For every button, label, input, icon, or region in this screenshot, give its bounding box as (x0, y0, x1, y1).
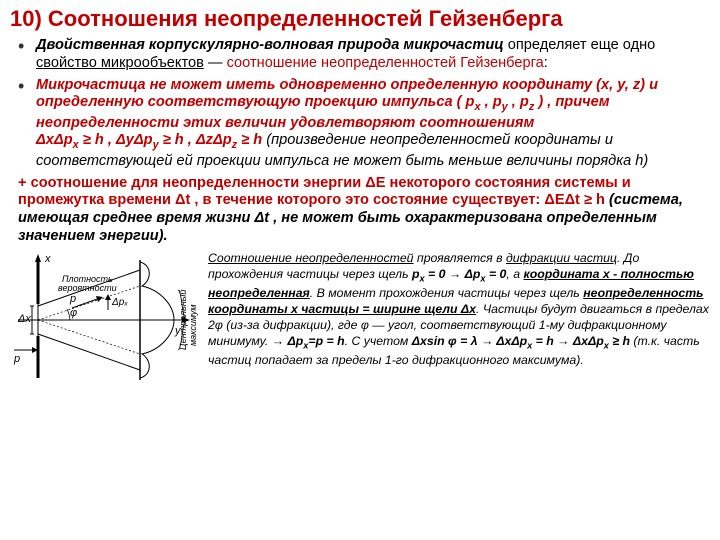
diag-p: p (13, 353, 20, 365)
b1-b: определяет еще одно (504, 37, 656, 53)
diag-x: x (44, 253, 51, 265)
bt-c: дифракции частиц (506, 251, 617, 265)
b2-h: ≥ h (237, 132, 266, 148)
bt-o: . С учетом (345, 334, 412, 348)
bullet-2: Микрочастица не может иметь одновременно… (10, 77, 710, 171)
bt-m: Δp (287, 334, 303, 348)
bt-n: =p = h (308, 334, 344, 348)
b2-e: ΔxΔp (36, 132, 73, 148)
diag-dpx: Δpₓ (111, 297, 128, 308)
b2-f: ≥ h , ΔyΔp (79, 132, 153, 148)
bt-h: , а (506, 267, 523, 281)
bullet-1: Двойственная корпускулярно-волновая прир… (10, 37, 710, 73)
plus-line: + соотношение для неопределенности энерг… (10, 175, 710, 246)
bt-j: . В момент прохождения частицы через щел… (310, 286, 583, 300)
b1-c: свойство микрообъектов (36, 55, 204, 71)
diag-p2: p (69, 293, 76, 305)
bt-q: = h → ΔxΔp (532, 334, 604, 348)
b1-a: Двойственная корпускулярно-волновая прир… (36, 37, 504, 53)
bullets-container: Двойственная корпускулярно-волновая прир… (10, 37, 710, 392)
bottom-row: x y p Δx (10, 250, 710, 392)
b1-e: соотношение неопределенностей Гейзенберг… (227, 55, 544, 71)
bt-p: Δxsin φ = λ → ΔxΔp (412, 334, 527, 348)
b1-d: — (204, 55, 227, 71)
slide-title: 10) Соотношения неопределенностей Гейзен… (10, 6, 710, 32)
b2-b: , p (481, 94, 502, 110)
bt-f: = 0 → Δp (425, 267, 481, 281)
diffraction-diagram: x y p Δx (10, 250, 200, 392)
bottom-text: Соотношение неопределенностей проявляетс… (208, 250, 710, 368)
bt-r: ≥ h (609, 334, 634, 348)
bt-g: = 0 (486, 267, 507, 281)
diag-phi: φ (70, 307, 77, 319)
diag-dx: Δx (17, 313, 31, 325)
bt-b: проявляется в (414, 251, 506, 265)
pl-b: соотношение для неопределенности энергии… (18, 175, 631, 209)
b2-c: , p (508, 94, 529, 110)
b1-f: : (544, 55, 548, 71)
diag-prob: Плотность вероятности (58, 274, 117, 293)
bt-a: Соотношение неопределенностей (208, 251, 414, 265)
b2-g: ≥ h , ΔzΔp (159, 132, 232, 148)
pl-a: + (18, 175, 31, 191)
